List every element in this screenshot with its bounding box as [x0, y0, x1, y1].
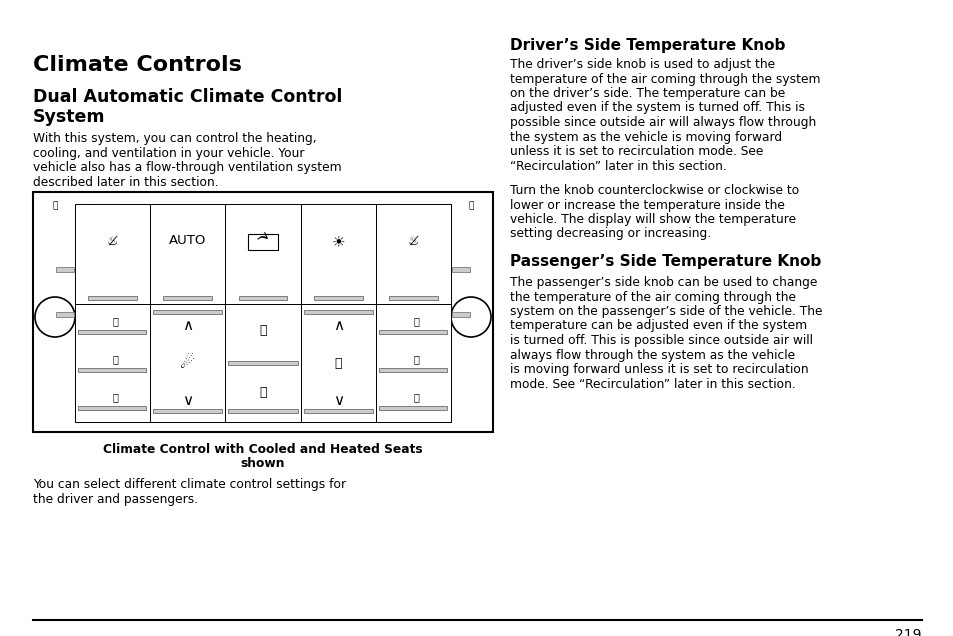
Text: 219: 219 — [895, 628, 921, 636]
Text: ∧: ∧ — [182, 318, 193, 333]
Text: 🌿: 🌿 — [413, 354, 419, 364]
Bar — [238, 296, 287, 300]
Text: the driver and passengers.: the driver and passengers. — [33, 492, 198, 506]
Bar — [300, 304, 375, 422]
Bar — [78, 406, 146, 410]
Text: on the driver’s side. The temperature can be: on the driver’s side. The temperature ca… — [510, 87, 784, 100]
Text: temperature of the air coming through the system: temperature of the air coming through th… — [510, 73, 820, 85]
Text: setting decreasing or increasing.: setting decreasing or increasing. — [510, 228, 710, 240]
Text: You can select different climate control settings for: You can select different climate control… — [33, 478, 346, 491]
Text: 🌿: 🌿 — [112, 354, 118, 364]
Text: lower or increase the temperature inside the: lower or increase the temperature inside… — [510, 198, 784, 212]
Text: the temperature of the air coming through the: the temperature of the air coming throug… — [510, 291, 795, 303]
Bar — [248, 234, 277, 250]
Circle shape — [451, 297, 491, 337]
Text: ☀: ☀ — [331, 235, 345, 249]
Bar — [163, 296, 212, 300]
Text: With this system, you can control the heating,: With this system, you can control the he… — [33, 132, 316, 145]
Bar — [225, 304, 300, 422]
Text: “Recirculation” later in this section.: “Recirculation” later in this section. — [510, 160, 726, 172]
Text: 🧍: 🧍 — [335, 357, 341, 370]
Text: the system as the vehicle is moving forward: the system as the vehicle is moving forw… — [510, 130, 781, 144]
Bar — [378, 331, 447, 335]
Bar — [228, 409, 297, 413]
Bar — [75, 204, 150, 304]
Bar — [153, 409, 222, 413]
Text: Climate Controls: Climate Controls — [33, 55, 242, 75]
Text: Driver’s Side Temperature Knob: Driver’s Side Temperature Knob — [510, 38, 784, 53]
Bar — [153, 310, 222, 314]
Text: is turned off. This is possible since outside air will: is turned off. This is possible since ou… — [510, 334, 812, 347]
Text: 🔥: 🔥 — [259, 324, 267, 336]
Text: ∧: ∧ — [333, 318, 343, 333]
Text: 🌿: 🌿 — [413, 317, 419, 326]
Text: 🌿: 🌿 — [112, 392, 118, 402]
Bar — [78, 368, 146, 372]
Bar — [228, 361, 297, 365]
Bar — [88, 296, 137, 300]
Text: mode. See “Recirculation” later in this section.: mode. See “Recirculation” later in this … — [510, 378, 795, 391]
Bar — [56, 312, 74, 317]
Circle shape — [35, 297, 75, 337]
Text: system on the passenger’s side of the vehicle. The: system on the passenger’s side of the ve… — [510, 305, 821, 318]
Text: possible since outside air will always flow through: possible since outside air will always f… — [510, 116, 816, 129]
Bar — [150, 304, 225, 422]
Text: ☄: ☄ — [180, 354, 195, 372]
Text: always flow through the system as the vehicle: always flow through the system as the ve… — [510, 349, 794, 361]
Text: ∨: ∨ — [333, 393, 343, 408]
Bar — [75, 204, 451, 422]
Text: adjusted even if the system is turned off. This is: adjusted even if the system is turned of… — [510, 102, 804, 114]
Text: cooling, and ventilation in your vehicle. Your: cooling, and ventilation in your vehicle… — [33, 146, 304, 160]
Text: ∨: ∨ — [182, 393, 193, 408]
Text: vehicle also has a flow-through ventilation system: vehicle also has a flow-through ventilat… — [33, 161, 341, 174]
Bar — [375, 204, 451, 304]
Text: ⏻: ⏻ — [468, 202, 474, 211]
Text: temperature can be adjusted even if the system: temperature can be adjusted even if the … — [510, 319, 806, 333]
Bar — [375, 304, 451, 422]
Text: shown: shown — [240, 457, 285, 470]
Text: ♨̸: ♨̸ — [407, 235, 418, 249]
Bar — [225, 204, 300, 304]
Text: Passenger’s Side Temperature Knob: Passenger’s Side Temperature Knob — [510, 254, 821, 269]
Text: Climate Control with Cooled and Heated Seats: Climate Control with Cooled and Heated S… — [103, 443, 422, 456]
Bar — [33, 192, 493, 432]
Bar — [56, 267, 74, 272]
Bar — [78, 331, 146, 335]
Text: described later in this section.: described later in this section. — [33, 176, 218, 188]
Bar — [378, 368, 447, 372]
Text: Turn the knob counterclockwise or clockwise to: Turn the knob counterclockwise or clockw… — [510, 184, 799, 197]
Text: ♨̸: ♨̸ — [107, 235, 118, 249]
Text: ⏻: ⏻ — [52, 202, 57, 211]
Bar — [300, 204, 375, 304]
Text: The driver’s side knob is used to adjust the: The driver’s side knob is used to adjust… — [510, 58, 774, 71]
Bar — [378, 406, 447, 410]
Text: unless it is set to recirculation mode. See: unless it is set to recirculation mode. … — [510, 145, 762, 158]
Text: is moving forward unless it is set to recirculation: is moving forward unless it is set to re… — [510, 363, 808, 376]
Bar — [303, 310, 373, 314]
Text: 🌿: 🌿 — [112, 317, 118, 326]
Text: AUTO: AUTO — [169, 233, 206, 247]
Bar — [452, 312, 470, 317]
Text: 🔥: 🔥 — [259, 386, 267, 399]
Bar — [303, 409, 373, 413]
Text: vehicle. The display will show the temperature: vehicle. The display will show the tempe… — [510, 213, 796, 226]
Bar — [452, 267, 470, 272]
Bar — [150, 204, 225, 304]
Bar — [75, 304, 150, 422]
Text: Dual Automatic Climate Control: Dual Automatic Climate Control — [33, 88, 342, 106]
Text: System: System — [33, 108, 106, 126]
Text: The passenger’s side knob can be used to change: The passenger’s side knob can be used to… — [510, 276, 817, 289]
Bar — [389, 296, 437, 300]
Text: 🌿: 🌿 — [413, 392, 419, 402]
Bar — [314, 296, 362, 300]
